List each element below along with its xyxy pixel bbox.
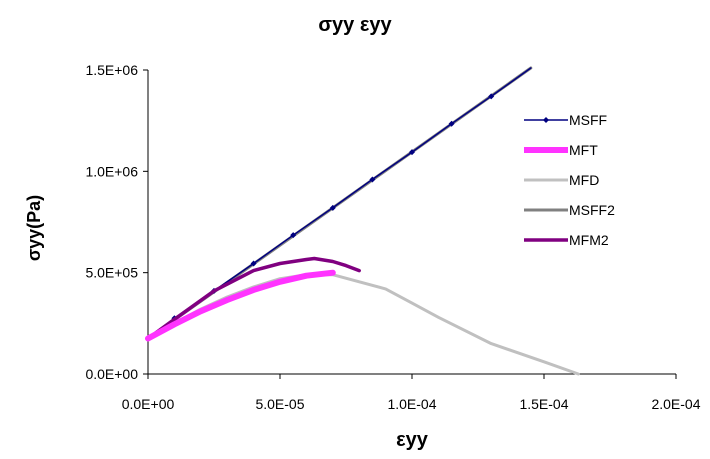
legend-label-mfd: MFD xyxy=(569,172,599,188)
y-tick-label: 1.0E+06 xyxy=(85,163,138,179)
data-point xyxy=(488,93,495,100)
y-tick-label: 1.5E+06 xyxy=(85,62,138,78)
legend-label-mfm2: MFM2 xyxy=(569,232,609,248)
series-lines xyxy=(145,66,580,376)
plot-area: 0.0E+00 5.0E-05 1.0E-04 1.5E-04 2.0E-04 0.0E+… xyxy=(85,62,700,412)
legend-label-msff2: MSFF2 xyxy=(569,202,615,218)
axis-ticks: 0.0E+00 5.0E-05 1.0E-04 1.5E-04 2.0E-04 0.0E+… xyxy=(85,62,700,412)
x-tick-label: 5.0E-05 xyxy=(255,396,304,412)
legend-label-msff: MSFF xyxy=(569,112,607,128)
y-tick-label: 0.0E+00 xyxy=(85,366,138,382)
x-tick-label: 0.0E+00 xyxy=(122,396,175,412)
data-point xyxy=(448,120,455,127)
series-line-mft xyxy=(145,269,336,342)
x-tick-label: 1.5E-04 xyxy=(519,396,568,412)
chart-title: σyy εyy xyxy=(318,14,392,36)
data-point xyxy=(290,232,297,239)
series-line-mfm2 xyxy=(146,256,361,341)
data-point xyxy=(369,176,376,183)
legend-label-mft: MFT xyxy=(569,142,598,158)
data-point xyxy=(250,260,257,267)
x-tick-label: 2.0E-04 xyxy=(651,396,700,412)
x-axis-label: εyy xyxy=(396,429,429,451)
data-point xyxy=(329,204,336,211)
y-tick-label: 5.0E+05 xyxy=(85,265,138,281)
x-tick-label: 1.0E-04 xyxy=(387,396,436,412)
data-point xyxy=(409,149,415,156)
legend: MSFF MFT MFD MSFF2 MFM2 xyxy=(524,112,615,248)
legend-marker xyxy=(543,117,549,123)
y-axis-label: σyy(Pa) xyxy=(24,195,44,261)
